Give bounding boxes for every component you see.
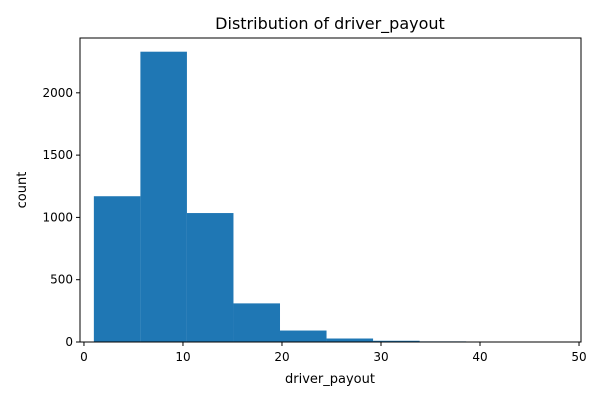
- x-tick-label: 50: [571, 350, 586, 364]
- histogram-bar: [327, 339, 374, 342]
- y-tick-label: 1000: [42, 210, 73, 224]
- histogram-bar: [94, 196, 141, 342]
- y-tick-label: 2000: [42, 86, 73, 100]
- x-axis-ticks: 0 10 20 30 40 50: [80, 342, 587, 364]
- x-tick-label: 10: [175, 350, 190, 364]
- bars-group: [94, 52, 559, 342]
- x-tick-label: 0: [80, 350, 88, 364]
- x-tick-label: 40: [472, 350, 487, 364]
- y-tick-label: 500: [50, 273, 73, 287]
- x-tick-label: 20: [274, 350, 289, 364]
- x-axis-label: driver_payout: [285, 372, 375, 387]
- histogram-bar: [187, 213, 234, 342]
- y-tick-label: 1500: [42, 148, 73, 162]
- x-tick-label: 30: [373, 350, 388, 364]
- histogram-bar: [140, 52, 187, 342]
- y-tick-label: 0: [65, 335, 73, 349]
- histogram-bar: [233, 303, 280, 342]
- y-axis-label: count: [15, 172, 30, 209]
- chart-title: Distribution of driver_payout: [215, 14, 445, 34]
- y-axis-ticks: 0 500 1000 1500 2000: [42, 86, 80, 349]
- histogram-bar: [280, 331, 327, 342]
